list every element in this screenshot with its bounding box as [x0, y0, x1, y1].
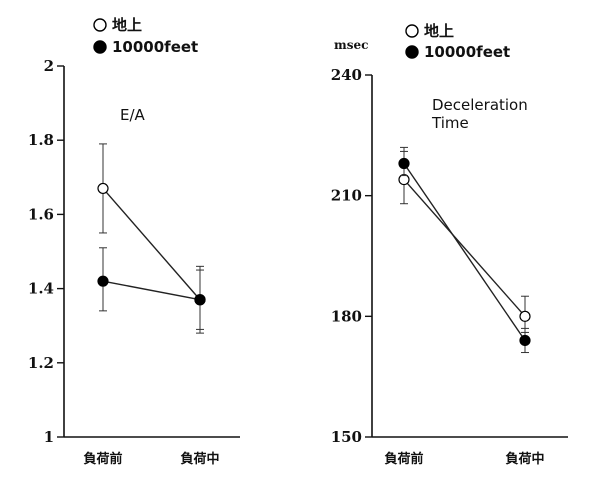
data-point	[519, 310, 531, 322]
ea-chart-panel: 1 1.2 1.4 1.6 1.8 2 負荷前 負荷中 E/A 地上 10000feet	[28, 16, 240, 467]
legend-label: 地上	[112, 16, 142, 34]
x-tick-label: 負荷前	[83, 451, 122, 467]
legend-marker	[93, 18, 107, 32]
y-tick-label: 210	[331, 187, 362, 205]
y-tick-label: 2	[44, 57, 54, 75]
y-tick-label: 1.4	[28, 280, 54, 298]
legend-marker	[405, 24, 419, 38]
series-line	[102, 280, 201, 301]
x-tick-label: 負荷中	[180, 451, 219, 467]
legend-label: 10000feet	[112, 38, 198, 56]
series-line	[403, 179, 526, 317]
y-tick-label: 150	[331, 428, 362, 446]
series-line	[102, 187, 201, 301]
data-point	[194, 294, 206, 306]
chart-title-line: E/A	[120, 106, 146, 124]
x-tick-label: 負荷前	[384, 451, 423, 467]
legend-label: 地上	[424, 22, 454, 40]
y-tick-label: 1.8	[28, 131, 54, 149]
legend-marker	[93, 40, 107, 54]
series-line	[403, 163, 526, 341]
chart-title-line: Deceleration	[432, 96, 528, 114]
chart-title-line: Time	[431, 114, 469, 132]
data-point	[97, 182, 109, 195]
data-point	[398, 157, 410, 170]
data-point	[398, 173, 410, 186]
deceleration-time-chart-panel: 150 180 210 240 負荷前 負荷中 msec Deceleration Time 地上…	[331, 22, 568, 467]
y-tick-label: 1.2	[28, 354, 54, 372]
y-tick-label: 1.6	[28, 205, 54, 223]
y-tick-label: 1	[44, 428, 54, 446]
chart-title: E/A	[120, 106, 146, 124]
y-axis-unit-label: msec	[334, 38, 368, 52]
chart-title: Deceleration Time	[431, 96, 528, 132]
data-point	[97, 275, 109, 287]
x-tick-label: 負荷中	[505, 451, 544, 467]
data-point	[519, 334, 531, 347]
y-tick-label: 240	[331, 66, 362, 84]
legend-marker	[405, 45, 419, 59]
y-tick-label: 180	[331, 307, 362, 325]
legend-label: 10000feet	[424, 43, 510, 61]
